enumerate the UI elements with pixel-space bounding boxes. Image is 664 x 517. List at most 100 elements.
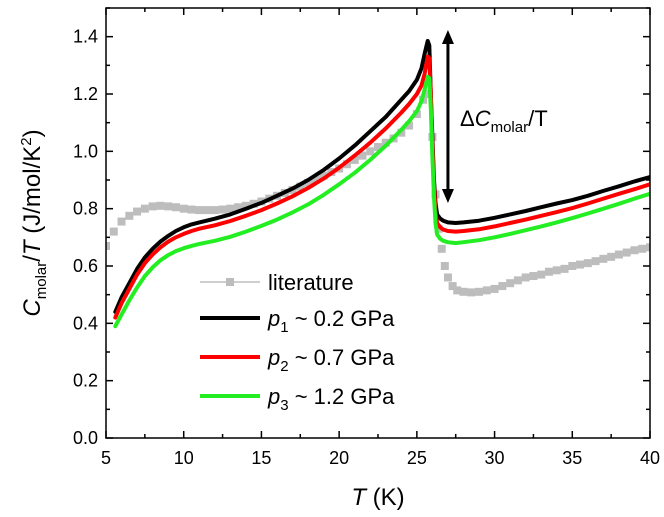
literature-point	[614, 250, 623, 259]
literature-point	[109, 227, 118, 236]
literature-point	[374, 143, 382, 152]
legend-item-3: p3 ~ 1.2 GPa	[200, 384, 395, 414]
literature-point	[358, 151, 367, 160]
literature-point	[304, 178, 313, 187]
literature-point	[156, 201, 165, 210]
literature-point	[513, 276, 522, 285]
legend-rest: ~ 0.2 GPa	[289, 306, 396, 331]
legend-item-0: literature	[200, 270, 354, 295]
delta-arrow-head-up	[441, 30, 454, 44]
legend-label: p3 ~ 1.2 GPa	[267, 384, 395, 414]
legend-label: p2 ~ 0.7 GPa	[267, 345, 395, 375]
legend-rest: ~ 1.2 GPa	[289, 384, 396, 409]
literature-point	[148, 202, 157, 211]
literature-point	[366, 147, 375, 156]
literature-point	[296, 182, 305, 191]
y-tick-label: 1.0	[73, 141, 98, 161]
delta-arrow-head-down	[441, 189, 454, 203]
literature-point	[583, 259, 592, 268]
y-axis-unit: (J/mol/K	[19, 146, 46, 241]
literature-point	[646, 243, 650, 252]
y-tick-label: 1.4	[73, 27, 98, 47]
literature-point	[241, 201, 250, 210]
x-axis-symbol: T	[351, 484, 368, 511]
y-axis-unit-close: )	[19, 129, 46, 137]
y-tick-label: 0.2	[73, 371, 98, 391]
legend-subscript: 2	[280, 358, 288, 375]
literature-point	[560, 264, 569, 273]
literature-point	[423, 90, 432, 98]
literature-point	[226, 204, 235, 213]
legend-label: literature	[268, 270, 354, 295]
literature-point	[490, 284, 499, 293]
x-tick-label: 10	[174, 448, 194, 468]
y-tick-label: 0.4	[73, 313, 98, 333]
literature-point	[453, 286, 462, 295]
y-tick-label: 0.6	[73, 256, 98, 276]
literature-point	[552, 266, 561, 275]
literature-point	[498, 282, 507, 291]
literature-point	[203, 206, 212, 215]
delta-annotation: ΔCmolar/T	[460, 106, 548, 136]
literature-point	[599, 254, 608, 263]
literature-point	[537, 270, 546, 279]
literature-point	[506, 279, 515, 288]
y-tick-label: 0.0	[73, 428, 98, 448]
literature-point	[630, 246, 639, 255]
series-1	[113, 39, 650, 314]
x-tick-label: 30	[485, 448, 505, 468]
legend-item-2: p2 ~ 0.7 GPa	[200, 345, 395, 375]
literature-point	[448, 282, 457, 291]
literature-point	[482, 286, 491, 295]
axis-layer: 5 10 15 20 25 30 35 40 0.0 0.2 0.4 0.6 0.8 1.0 1.2 1.4	[73, 7, 660, 468]
legend-symbol: p	[267, 306, 280, 331]
literature-point	[179, 204, 188, 213]
legend-swatch-marker	[226, 278, 234, 286]
y-axis-title: Cmolar/T (J/mol/K2)	[18, 129, 50, 316]
series-line-3	[113, 74, 650, 329]
literature-point	[459, 287, 468, 296]
y-axis-subscript: molar	[33, 262, 50, 300]
y-tick-label: 0.8	[73, 199, 98, 219]
literature-point	[125, 211, 134, 220]
literature-point	[591, 257, 600, 266]
literature-point	[133, 207, 142, 216]
series-2	[113, 54, 650, 320]
literature-point	[187, 205, 196, 214]
literature-point	[443, 273, 452, 282]
legend-subscript: 3	[280, 397, 288, 414]
legend-rest: ~ 0.7 GPa	[289, 345, 396, 370]
literature-point	[437, 244, 446, 253]
literature-point	[342, 160, 351, 169]
literature-point	[319, 171, 328, 180]
x-tick-label: 20	[329, 448, 349, 468]
literature-point	[467, 288, 476, 297]
series-line-2	[113, 54, 650, 320]
literature-point	[397, 128, 406, 137]
literature-point	[171, 203, 180, 212]
y-axis-slash: /	[19, 255, 46, 262]
series-line-1	[113, 39, 650, 314]
literature-point	[381, 138, 390, 147]
literature-point	[576, 260, 585, 269]
literature-point	[140, 204, 149, 213]
x-tick-label: 5	[101, 448, 111, 468]
delta-symbol: Δ	[460, 106, 475, 131]
literature-point	[521, 273, 530, 282]
literature-point	[622, 248, 631, 257]
literature-point	[405, 121, 414, 130]
literature-point	[117, 217, 126, 226]
literature-point	[164, 202, 173, 211]
legend-symbol: p	[267, 384, 280, 409]
legend-label: p1 ~ 0.2 GPa	[267, 306, 395, 336]
literature-point	[350, 155, 359, 164]
literature-point	[234, 203, 243, 212]
y-axis-superscript: 2	[18, 137, 35, 145]
literature-point	[475, 287, 484, 296]
literature-point	[218, 205, 227, 214]
y-axis-symbol: C	[19, 299, 46, 317]
legend-symbol: p	[267, 345, 280, 370]
